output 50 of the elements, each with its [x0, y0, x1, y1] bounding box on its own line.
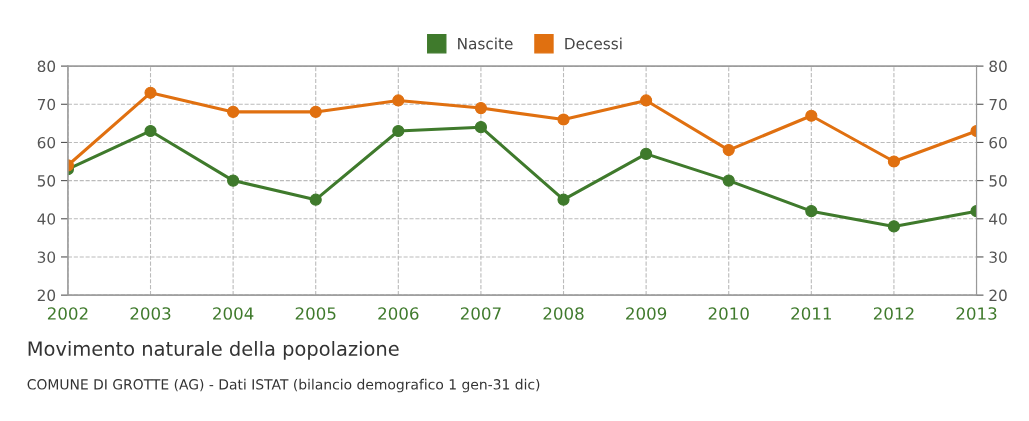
point	[392, 94, 405, 107]
x-tick-label: 2002	[47, 307, 88, 320]
y2-tick-label: 40	[989, 213, 1007, 225]
x-tick-label: 2004	[213, 307, 254, 320]
y-tick-label: 20	[37, 289, 56, 302]
x-tick-label: 2012	[873, 307, 914, 320]
y-tick-label: 60	[37, 136, 56, 149]
point	[887, 155, 900, 168]
point	[557, 113, 570, 126]
y2-tick-label: 80	[989, 60, 1007, 73]
x-tick-label: 2007	[460, 307, 501, 320]
point	[144, 124, 157, 138]
legend-label: Decessi	[565, 37, 622, 50]
point	[722, 144, 735, 157]
y2-tick-label: 60	[989, 136, 1007, 149]
point	[557, 193, 570, 206]
point	[805, 109, 818, 122]
text: Movimento naturale della popolazione	[28, 340, 399, 360]
x-tick-label: 2005	[295, 307, 336, 320]
x-tick-label: 2006	[378, 307, 419, 320]
point	[227, 105, 240, 118]
point	[392, 124, 405, 138]
point	[227, 174, 240, 187]
x-tick-label: 2003	[130, 307, 171, 320]
point	[309, 105, 322, 118]
y2-tick-label: 70	[989, 98, 1007, 111]
y-tick-label: 30	[37, 251, 56, 263]
y-tick-label: 70	[37, 98, 56, 111]
point	[640, 147, 653, 160]
point	[887, 220, 900, 233]
y2-tick-label: 50	[989, 175, 1007, 187]
y2-tick-label: 30	[989, 251, 1007, 263]
x-tick-label: 2008	[543, 307, 584, 320]
x-tick-label: 2009	[626, 307, 667, 320]
legend-label: Nascite	[458, 37, 513, 50]
point	[474, 102, 487, 115]
point	[474, 121, 487, 134]
x-tick-label: 2011	[791, 307, 831, 320]
point	[805, 205, 818, 218]
y-tick-label: 80	[37, 60, 56, 73]
point	[722, 174, 735, 187]
point	[309, 193, 322, 206]
y2-tick-label: 20	[989, 289, 1007, 302]
y-tick-label: 40	[37, 213, 56, 225]
text: COMUNE DI GROTTE (AG) - Dati ISTAT (bilancio demografico 1 gen-31 dic)	[27, 378, 540, 393]
y-tick-label: 50	[37, 175, 56, 187]
point	[144, 86, 157, 99]
x-tick-label: 2013	[956, 307, 997, 320]
point	[640, 94, 653, 107]
x-tick-label: 2010	[708, 307, 749, 320]
